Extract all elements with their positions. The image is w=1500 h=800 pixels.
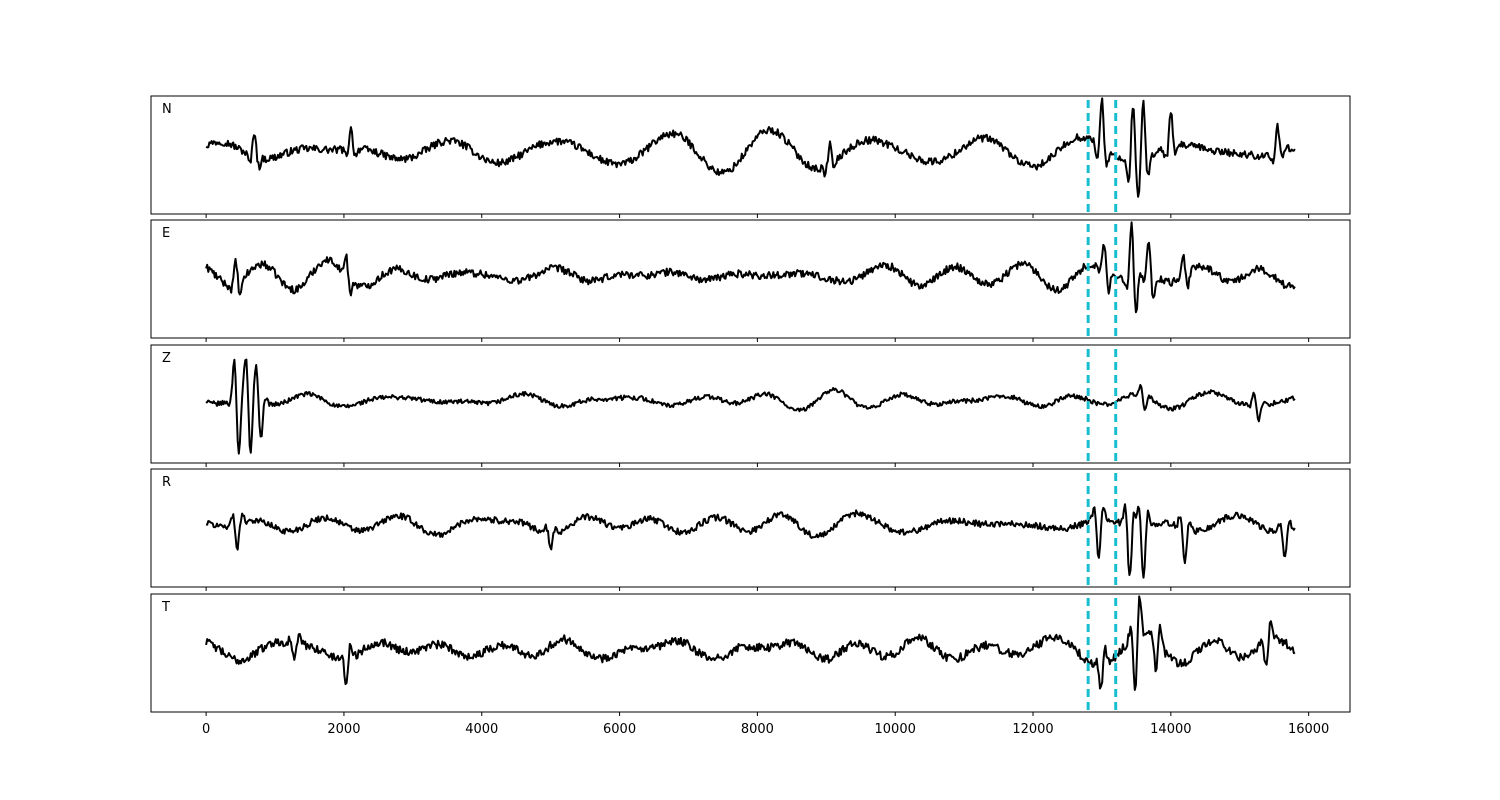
x-tick-label: 4000 (465, 722, 498, 737)
panel-frame (150, 593, 1351, 713)
trace-z (205, 358, 1296, 455)
panel-frame (150, 219, 1351, 339)
panel-frame (150, 95, 1351, 215)
panel-z: Z (150, 344, 1351, 467)
x-tick-label: 6000 (603, 722, 636, 737)
x-tick-label: 12000 (1012, 722, 1053, 737)
panel-label: E (162, 226, 170, 241)
x-tick-label: 10000 (875, 722, 916, 737)
x-tick-label: 8000 (741, 722, 774, 737)
panel-t: T (150, 593, 1351, 716)
x-tick-label: 0 (202, 722, 210, 737)
trace-t (205, 595, 1296, 691)
panel-label: Z (162, 351, 171, 366)
trace-n (205, 97, 1296, 198)
x-tick-label: 14000 (1150, 722, 1191, 737)
panel-frame (150, 468, 1351, 588)
x-tick-label: 2000 (327, 722, 360, 737)
panel-frame (150, 344, 1351, 464)
panel-r: R (150, 468, 1351, 591)
panel-n: N (150, 95, 1351, 218)
x-tick-label: 16000 (1288, 722, 1329, 737)
trace-e (205, 221, 1296, 314)
panel-label: T (161, 600, 170, 615)
panel-label: N (162, 102, 172, 117)
panel-e: E (150, 219, 1351, 342)
panel-label: R (162, 475, 171, 490)
trace-r (205, 503, 1296, 579)
